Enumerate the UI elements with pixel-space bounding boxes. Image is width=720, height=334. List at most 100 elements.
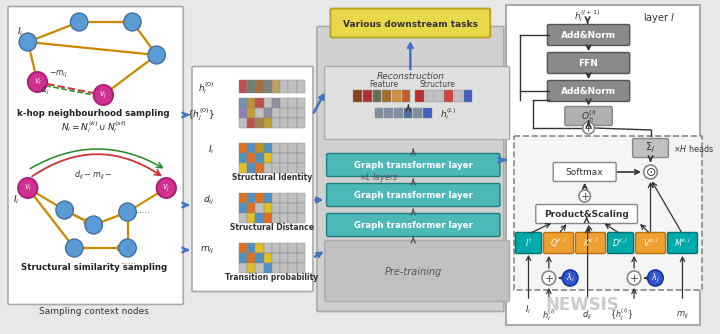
Bar [272, 108, 280, 118]
Bar [280, 153, 288, 163]
Bar [264, 163, 272, 173]
Bar [256, 108, 264, 118]
Circle shape [148, 46, 166, 64]
Bar [272, 80, 280, 93]
Text: $m_{ij}$: $m_{ij}$ [676, 309, 689, 321]
Bar [256, 193, 264, 203]
Bar [264, 193, 272, 203]
Bar [280, 118, 288, 128]
FancyBboxPatch shape [327, 213, 500, 236]
Bar [288, 213, 297, 223]
Bar [239, 213, 247, 223]
Circle shape [66, 239, 83, 257]
Circle shape [71, 13, 88, 31]
Circle shape [157, 178, 176, 198]
Bar [288, 80, 297, 93]
Bar [392, 90, 400, 102]
Bar [256, 80, 264, 93]
Text: $h_i^{(l+1)}$: $h_i^{(l+1)}$ [575, 8, 600, 24]
Text: $N_i = N_i^{(k)} \cup N_i^{(st)}$: $N_i = N_i^{(k)} \cup N_i^{(st)}$ [60, 119, 127, 135]
Text: $d_{ij}$: $d_{ij}$ [582, 309, 593, 322]
Text: $v_j$: $v_j$ [162, 182, 171, 193]
Bar [288, 243, 297, 253]
Bar [288, 153, 297, 163]
Circle shape [18, 178, 37, 198]
FancyBboxPatch shape [636, 232, 665, 254]
Bar [363, 90, 372, 102]
Bar [272, 193, 280, 203]
Bar [272, 163, 280, 173]
Bar [272, 153, 280, 163]
FancyBboxPatch shape [192, 66, 313, 292]
Bar [464, 90, 472, 102]
Text: Reconstruction: Reconstruction [377, 71, 444, 80]
Bar [239, 143, 247, 153]
Text: $\odot$: $\odot$ [645, 166, 656, 178]
FancyBboxPatch shape [330, 8, 490, 37]
FancyBboxPatch shape [544, 232, 574, 254]
Bar [239, 203, 247, 213]
Bar [247, 108, 256, 118]
Text: Softmax: Softmax [566, 167, 603, 176]
Bar [264, 243, 272, 253]
Bar [239, 98, 247, 108]
Text: $O_h^{(l)}$: $O_h^{(l)}$ [580, 108, 597, 124]
Text: Pre-training: Pre-training [384, 267, 442, 277]
Bar [239, 118, 247, 128]
Text: $d_{ij} - m_{ij} -$: $d_{ij} - m_{ij} -$ [74, 168, 113, 182]
Text: $I_i$: $I_i$ [13, 194, 19, 206]
FancyBboxPatch shape [325, 66, 510, 140]
Bar [288, 193, 297, 203]
Bar [256, 153, 264, 163]
Bar [247, 263, 256, 273]
Bar [425, 90, 433, 102]
Bar [256, 203, 264, 213]
Circle shape [582, 122, 595, 134]
Bar [280, 203, 288, 213]
FancyBboxPatch shape [575, 232, 606, 254]
Bar [415, 90, 424, 102]
Bar [264, 80, 272, 93]
Bar [402, 90, 410, 102]
Bar [264, 203, 272, 213]
FancyBboxPatch shape [608, 232, 634, 254]
Text: FFN: FFN [579, 58, 598, 67]
Circle shape [56, 201, 73, 219]
Bar [514, 136, 702, 290]
Bar [382, 90, 391, 102]
Bar [264, 253, 272, 263]
Text: $+$: $+$ [580, 190, 590, 201]
Bar [297, 80, 305, 93]
Bar [280, 98, 288, 108]
Bar [264, 213, 272, 223]
Bar [297, 153, 305, 163]
Circle shape [119, 239, 136, 257]
Text: $v_j$: $v_j$ [99, 90, 107, 101]
Circle shape [647, 270, 663, 286]
Bar [256, 243, 264, 253]
Text: $K^{k,l}$: $K^{k,l}$ [582, 237, 598, 249]
Text: Structural Identity: Structural Identity [232, 172, 312, 181]
Bar [280, 243, 288, 253]
Text: $h_i^{(0)}$: $h_i^{(0)}$ [198, 80, 215, 96]
Bar [288, 143, 297, 153]
Text: $\lambda_j$: $\lambda_j$ [651, 272, 660, 285]
Bar [506, 5, 700, 325]
Bar [239, 163, 247, 173]
Bar [272, 243, 280, 253]
Bar [272, 118, 280, 128]
Circle shape [542, 271, 556, 285]
Bar [239, 193, 247, 203]
Text: $I_i$: $I_i$ [17, 26, 23, 38]
Bar [256, 143, 264, 153]
Bar [280, 163, 288, 173]
Bar [264, 108, 272, 118]
Bar [264, 153, 272, 163]
Bar [247, 193, 256, 203]
Bar [297, 193, 305, 203]
FancyBboxPatch shape [547, 52, 630, 73]
Bar [247, 98, 256, 108]
Text: $v_i$: $v_i$ [24, 183, 32, 193]
Bar [272, 263, 280, 273]
Bar [394, 108, 402, 118]
